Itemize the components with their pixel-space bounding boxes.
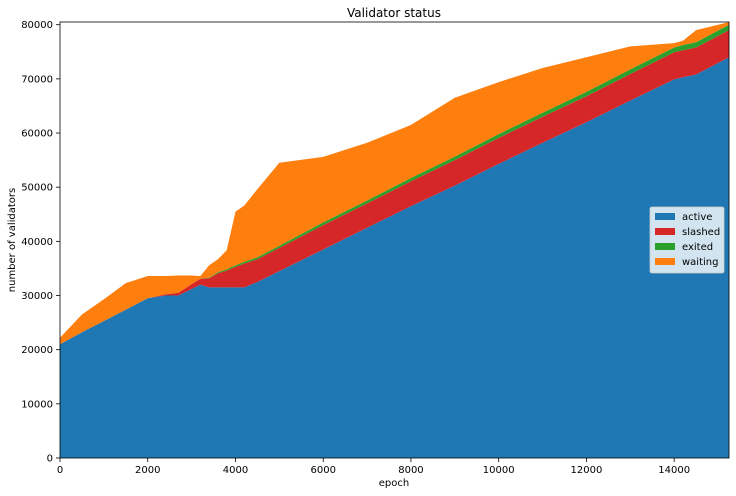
x-tick-label: 0 (57, 465, 63, 476)
y-tick-label: 0 (47, 454, 53, 465)
legend-swatch-exited (655, 243, 675, 250)
legend-label-exited: exited (682, 242, 713, 253)
y-tick-label: 60000 (21, 129, 53, 140)
x-tick-label: 2000 (135, 465, 160, 476)
plot-area (60, 22, 729, 458)
x-tick-label: 8000 (398, 465, 423, 476)
legend-swatch-waiting (655, 258, 675, 265)
x-tick-label: 4000 (223, 465, 248, 476)
y-tick-label: 20000 (21, 345, 53, 356)
x-axis: 0 2000 4000 6000 8000 10000 12000 14000 (57, 458, 690, 476)
legend-label-slashed: slashed (682, 227, 720, 238)
legend: active slashed exited waiting (649, 206, 725, 274)
y-axis: 0 10000 20000 30000 40000 50000 60000 70000 8000… (21, 20, 60, 465)
legend-label-waiting: waiting (682, 257, 718, 268)
y-tick-label: 40000 (21, 237, 53, 248)
y-tick-label: 50000 (21, 183, 53, 194)
legend-box (649, 206, 725, 274)
x-tick-label: 6000 (310, 465, 335, 476)
legend-swatch-slashed (655, 228, 675, 235)
area-series-slashed (60, 30, 729, 345)
x-tick-label: 10000 (483, 465, 515, 476)
y-tick-label: 10000 (21, 399, 53, 410)
y-tick-label: 70000 (21, 74, 53, 85)
legend-label-active: active (682, 212, 712, 223)
x-tick-label: 12000 (571, 465, 603, 476)
x-tick-label: 14000 (658, 465, 690, 476)
area-series-active (60, 57, 729, 458)
y-tick-label: 30000 (21, 291, 53, 302)
chart-title: Validator status (347, 6, 441, 20)
area-series-exited (60, 24, 729, 345)
legend-swatch-active (655, 213, 675, 220)
y-axis-label: number of validators (7, 188, 18, 292)
x-axis-label: epoch (379, 478, 409, 489)
y-tick-label: 80000 (21, 20, 53, 31)
plot-frame (59, 21, 730, 459)
area-series-waiting (60, 22, 729, 345)
